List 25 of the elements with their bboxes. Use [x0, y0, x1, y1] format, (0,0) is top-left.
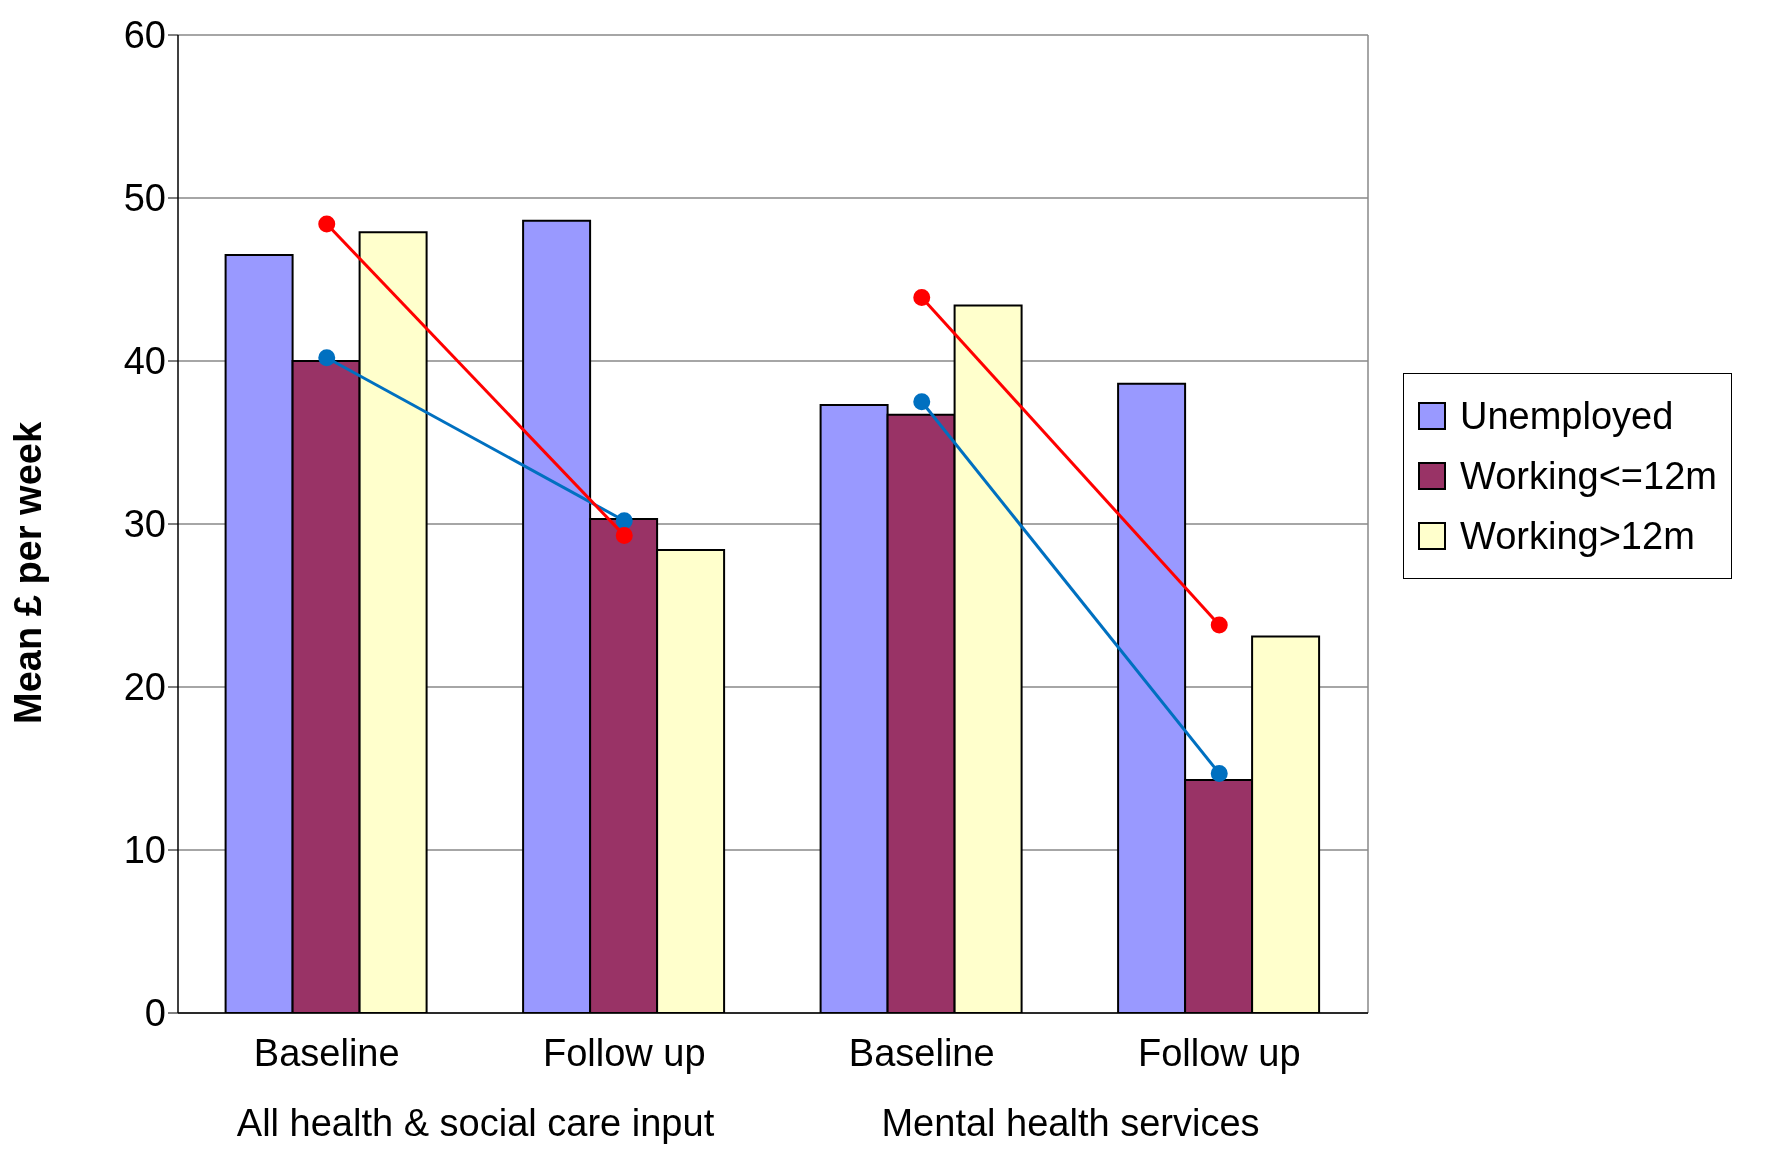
- y-tick-label: 30: [123, 503, 166, 546]
- point: [615, 526, 633, 544]
- y-tick-label: 0: [144, 992, 166, 1035]
- legend-label: Working>12m: [1460, 514, 1695, 559]
- x-tick-label: Baseline: [253, 1032, 400, 1074]
- y-tick-label: 40: [123, 340, 166, 383]
- point: [1210, 764, 1228, 782]
- legend-label: Working<=12m: [1460, 454, 1717, 499]
- x-tick-label: Follow up: [542, 1032, 706, 1074]
- text: All health & social care input: [236, 1102, 715, 1144]
- legend-label: Unemployed: [1460, 394, 1674, 439]
- point: [615, 512, 633, 530]
- point: [318, 215, 336, 233]
- x-tick-label: Baseline: [848, 1032, 995, 1074]
- point: [913, 393, 931, 411]
- x-tick-label: Follow up: [1137, 1032, 1301, 1074]
- y-tick-label: 10: [123, 829, 166, 872]
- y-tick-label: 50: [123, 177, 166, 220]
- y-tick-label: 60: [123, 14, 166, 57]
- y-tick-label: 20: [123, 666, 166, 709]
- text: Mental health services: [881, 1102, 1260, 1144]
- point: [1210, 616, 1228, 634]
- point: [913, 288, 931, 306]
- point: [318, 349, 336, 367]
- y-axis-title: Mean £ per week: [7, 421, 50, 724]
